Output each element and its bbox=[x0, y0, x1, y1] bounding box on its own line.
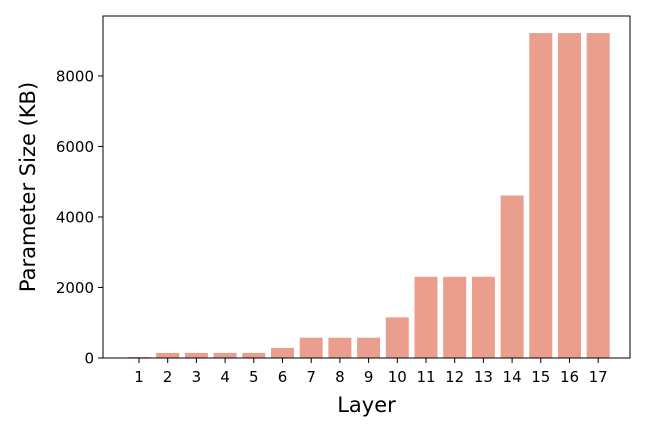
y-tick-label: 0 bbox=[84, 350, 94, 368]
x-tick-label: 4 bbox=[220, 368, 230, 386]
x-tick-label: 8 bbox=[335, 368, 345, 386]
x-tick-label: 5 bbox=[249, 368, 259, 386]
bar-layer-17 bbox=[586, 33, 610, 359]
bar-layer-7 bbox=[299, 337, 323, 358]
bar-layer-12 bbox=[443, 276, 467, 358]
plot-frame bbox=[102, 15, 631, 359]
x-axis-ticks: 1 2 3 4 5 6 7 8 9 10 11 12 13 14 15 16 17 bbox=[134, 358, 608, 386]
x-tick-label: 3 bbox=[192, 368, 202, 386]
x-tick-label: 6 bbox=[278, 368, 288, 386]
bar-layer-2 bbox=[156, 352, 180, 358]
bar-layer-9 bbox=[357, 337, 381, 358]
bar-layer-16 bbox=[558, 33, 581, 359]
x-tick-label: 13 bbox=[474, 368, 493, 386]
x-tick-label: 1 bbox=[134, 368, 144, 386]
y-tick-label: 8000 bbox=[56, 67, 94, 85]
y-axis-ticks: 0 2000 4000 6000 8000 bbox=[56, 67, 103, 368]
x-tick-label: 14 bbox=[503, 368, 522, 386]
y-tick-label: 4000 bbox=[56, 208, 94, 226]
x-tick-label: 11 bbox=[416, 368, 435, 386]
x-tick-label: 17 bbox=[589, 368, 608, 386]
x-axis-label: Layer bbox=[337, 393, 396, 417]
x-tick-label: 16 bbox=[560, 368, 579, 386]
x-tick-label: 7 bbox=[306, 368, 316, 386]
bar-layer-4 bbox=[213, 352, 237, 358]
x-tick-label: 15 bbox=[531, 368, 550, 386]
x-tick-label: 9 bbox=[364, 368, 374, 386]
bar-layer-3 bbox=[184, 352, 208, 358]
bar-layer-13 bbox=[471, 276, 495, 358]
y-axis-label: Parameter Size (KB) bbox=[16, 82, 40, 292]
x-tick-label: 2 bbox=[163, 368, 173, 386]
bar-layer-6 bbox=[271, 347, 294, 358]
bar-layer-14 bbox=[500, 195, 524, 358]
x-tick-label: 12 bbox=[445, 368, 464, 386]
y-tick-label: 2000 bbox=[56, 279, 94, 297]
bar-layer-15 bbox=[529, 33, 553, 359]
bar-layer-11 bbox=[414, 276, 438, 358]
y-tick-label: 6000 bbox=[56, 138, 94, 156]
x-tick-label: 10 bbox=[388, 368, 407, 386]
bars bbox=[127, 33, 610, 359]
bar-layer-8 bbox=[328, 337, 352, 358]
bar-layer-5 bbox=[242, 352, 266, 358]
bar-layer-10 bbox=[385, 317, 409, 358]
